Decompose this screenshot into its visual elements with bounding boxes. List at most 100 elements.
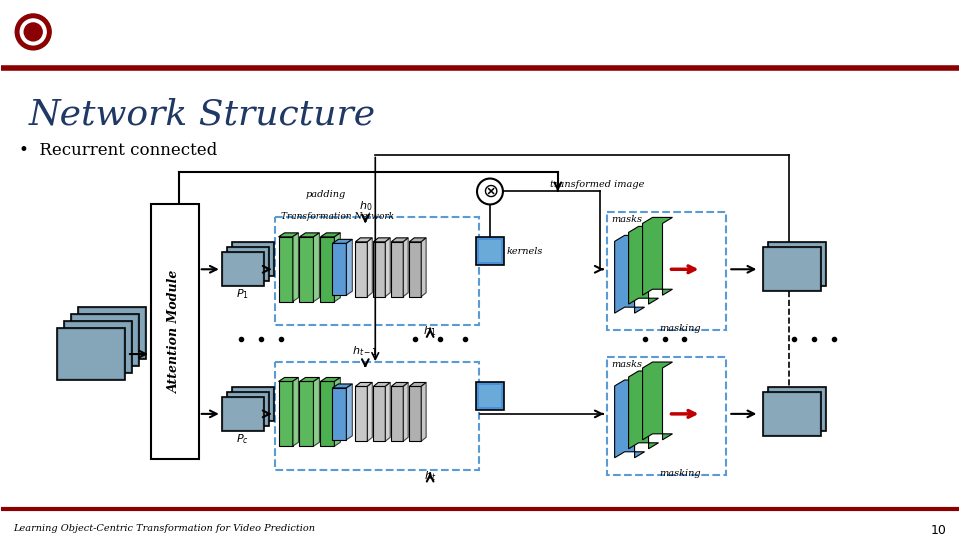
Bar [392,387,403,441]
Bar [355,387,368,441]
Polygon shape [314,377,320,446]
Bar [151,205,199,459]
Polygon shape [314,233,320,302]
Polygon shape [409,382,426,387]
Polygon shape [278,377,299,381]
Circle shape [477,179,503,205]
Bar [768,242,826,286]
Bar [58,328,125,380]
Bar [392,242,403,296]
Polygon shape [300,377,320,381]
Bar [78,307,146,359]
Bar [476,382,504,410]
Bar [224,399,261,429]
Bar [765,394,819,434]
Bar [278,237,293,302]
Polygon shape [421,238,426,296]
Text: masking: masking [660,469,702,478]
Polygon shape [332,239,352,244]
Bar [476,238,504,265]
Polygon shape [629,226,659,304]
Polygon shape [614,235,644,313]
Bar [763,247,821,291]
Bar [332,244,347,295]
Circle shape [15,14,51,50]
Polygon shape [629,371,659,449]
Polygon shape [392,238,408,242]
Polygon shape [278,233,299,237]
Bar [233,244,272,274]
Polygon shape [368,382,372,441]
Polygon shape [347,239,352,295]
Polygon shape [334,377,341,446]
Polygon shape [347,384,352,440]
Bar [479,385,501,407]
Text: Transformation Network: Transformation Network [280,212,394,221]
Bar [768,387,826,431]
Bar [228,249,267,279]
Polygon shape [373,382,391,387]
Bar [332,388,347,440]
Text: masks: masks [612,215,642,225]
Bar [227,392,269,426]
Text: padding: padding [305,191,346,199]
Bar [373,242,385,296]
Polygon shape [409,238,426,242]
Bar [770,389,824,429]
Polygon shape [403,238,408,296]
Text: $P_1$: $P_1$ [236,287,249,301]
Bar [409,242,421,296]
Polygon shape [403,382,408,441]
Text: transformed image: transformed image [550,180,644,190]
Text: Network Structure: Network Structure [29,98,376,132]
Polygon shape [321,377,341,381]
Bar [321,237,334,302]
Polygon shape [355,382,372,387]
Text: Attention Module: Attention Module [168,270,181,393]
Text: •  Recurrent connected: • Recurrent connected [19,141,218,159]
Polygon shape [373,238,391,242]
Text: $h_{t-1}$: $h_{t-1}$ [352,344,378,358]
Bar [479,240,501,262]
Polygon shape [334,233,341,302]
Bar [300,237,314,302]
Polygon shape [614,380,644,458]
Polygon shape [368,238,372,296]
Text: $P_c$: $P_c$ [236,432,249,445]
Text: ⊗: ⊗ [482,182,498,201]
Polygon shape [392,382,408,387]
Polygon shape [293,233,299,302]
Text: kernels: kernels [507,247,543,256]
Polygon shape [385,382,391,441]
Bar [222,397,264,431]
Bar [321,381,334,446]
Bar [80,309,144,357]
Text: $h_t$: $h_t$ [424,469,436,483]
Polygon shape [421,382,426,441]
Bar [224,254,261,284]
Polygon shape [385,238,391,296]
Text: 10: 10 [931,524,947,537]
Bar [227,247,269,281]
Bar [233,389,272,419]
Bar [231,242,274,276]
Bar [765,249,819,289]
Text: Learning Object-Centric Transformation for Video Prediction: Learning Object-Centric Transformation f… [13,524,315,532]
Bar [60,330,123,378]
Bar [300,381,314,446]
Bar [228,394,267,424]
Bar [409,387,421,441]
Polygon shape [642,218,673,295]
Polygon shape [300,233,320,237]
Text: masking: masking [660,324,702,333]
Polygon shape [332,384,352,388]
Bar [66,323,130,371]
Polygon shape [321,233,341,237]
Polygon shape [642,362,673,440]
Bar [231,387,274,421]
Bar [278,381,293,446]
Bar [222,252,264,286]
Polygon shape [293,377,299,446]
Bar [71,314,139,366]
Bar [763,392,821,436]
